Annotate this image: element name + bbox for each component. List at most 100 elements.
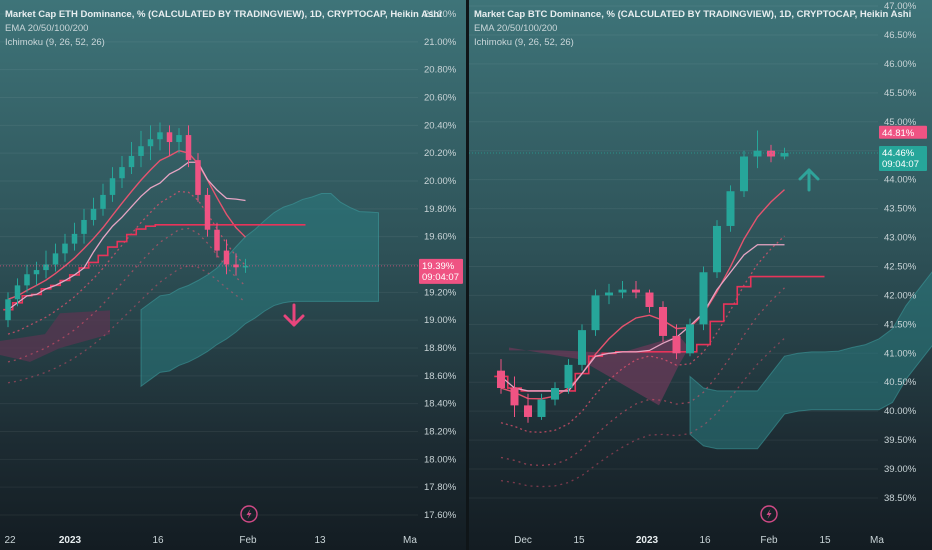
- price-axis-label: 17.80%: [424, 482, 457, 493]
- price-axis-label: 19.60%: [424, 232, 457, 243]
- price-axis-label: 20.80%: [424, 65, 457, 76]
- candle-body: [497, 370, 505, 389]
- time-axis-label: 16: [152, 535, 164, 546]
- gridlines: [469, 5, 878, 499]
- eth-dominance-chart[interactable]: 21.20% 21.00% 20.80% 20.60% 20.40% 20.20% 20.0…: [0, 0, 466, 550]
- candle: [62, 233, 68, 262]
- pane-divider[interactable]: [466, 0, 469, 550]
- candle-body: [185, 135, 192, 161]
- arrow-head: [798, 168, 820, 181]
- price-axis-label: 42.50%: [884, 261, 917, 272]
- btc-dominance-chart[interactable]: 47.00%46.50%46.00%45.50%45.00%44.50%44.0…: [469, 0, 932, 550]
- candle-body: [100, 194, 106, 209]
- price-axis-label: 47.00%: [884, 1, 917, 12]
- candle-body: [5, 299, 11, 321]
- price-axis-label: 43.00%: [884, 233, 917, 244]
- price-axis-label: 18.60%: [424, 371, 457, 382]
- candle: [591, 289, 600, 336]
- candle-body: [52, 253, 59, 265]
- arrow-down-icon: [283, 303, 305, 327]
- candle: [233, 253, 239, 276]
- price-axis-label: 40.50%: [884, 377, 917, 388]
- last-price-tag-bg: [419, 258, 463, 284]
- eth-chart-title: Market Cap ETH Dominance, % (CALCULATED …: [5, 9, 442, 20]
- price-axis-label: 39.00%: [884, 464, 917, 475]
- candle: [176, 128, 182, 154]
- ichimoku-cloud: [689, 271, 932, 450]
- candle-body: [726, 191, 735, 226]
- price-axis-label: 20.20%: [424, 148, 457, 159]
- candle-body: [166, 132, 173, 143]
- time-axis-label: 13: [314, 535, 326, 546]
- kijun-sen-line: [3, 224, 306, 311]
- candle: [195, 153, 201, 202]
- candle: [537, 393, 546, 420]
- eth-dominance-chart-pane[interactable]: 21.20% 21.00% 20.80% 20.60% 20.40% 20.20% 20.0…: [0, 0, 466, 550]
- arrow-up-icon: [798, 168, 820, 192]
- last-price-tag-value: 19.39%: [422, 261, 455, 272]
- candle: [166, 125, 173, 156]
- candle: [52, 243, 59, 272]
- candle-body: [578, 330, 586, 365]
- candle: [605, 283, 613, 305]
- price-axis-label: 19.80%: [424, 204, 457, 215]
- ema-100-line: [7, 227, 246, 363]
- high-price-tag-text: 44.81%: [882, 128, 915, 139]
- last-price-tag-countdown: 09:04:07: [422, 272, 459, 283]
- candle: [659, 301, 667, 342]
- lightning-icon[interactable]: [240, 505, 258, 523]
- candle: [71, 222, 78, 251]
- ema-100-line: [500, 287, 785, 467]
- btc-ichimoku-indicator-label[interactable]: Ichimoku (9, 26, 52, 26): [474, 37, 574, 48]
- eth-ichimoku-indicator-label[interactable]: Ichimoku (9, 26, 52, 26): [5, 37, 105, 48]
- candle-body: [119, 167, 125, 179]
- ema-20-line: [500, 189, 785, 400]
- last-price-tag-countdown: 09:04:07: [882, 159, 919, 170]
- candle-body: [740, 156, 748, 192]
- candle: [185, 125, 192, 168]
- lightning-icon-bolt: [766, 509, 772, 519]
- time-axis-label: 15: [573, 535, 585, 546]
- price-axis: 47.00%46.50%46.00%45.50%45.00%44.50%44.0…: [884, 1, 917, 504]
- price-axis-label: 18.00%: [424, 454, 457, 465]
- ichimoku-cloud-bearish: [509, 335, 689, 406]
- candle-body: [71, 233, 78, 244]
- candle-body: [686, 324, 694, 354]
- lightning-icon[interactable]: [760, 505, 778, 523]
- ichimoku-cloud-bearish: [0, 310, 110, 362]
- candle-body: [81, 219, 87, 234]
- candle: [726, 185, 735, 232]
- btc-chart-title: Market Cap BTC Dominance, % (CALCULATED …: [474, 9, 912, 20]
- btc-ema-indicator-label[interactable]: EMA 20/50/100/200: [474, 23, 558, 34]
- candle-body: [645, 292, 654, 307]
- last-price-tag: 44.46%09:04:07: [879, 146, 927, 172]
- candle: [767, 144, 775, 163]
- price-axis-label: 18.80%: [424, 343, 457, 354]
- price-axis-label: 19.00%: [424, 315, 457, 326]
- candle-body: [659, 306, 667, 336]
- candle-body: [157, 132, 163, 140]
- btc-dominance-chart-pane[interactable]: 47.00%46.50%46.00%45.50%45.00%44.50%44.0…: [469, 0, 932, 550]
- time-axis-label: Feb: [239, 535, 257, 546]
- candle-body: [524, 405, 532, 417]
- candles: [497, 130, 789, 423]
- lightning-icon-ring: [240, 505, 258, 523]
- time-axis-label: 2023: [59, 535, 82, 546]
- candle-body: [591, 295, 600, 331]
- candles: [5, 122, 249, 328]
- candle: [24, 264, 30, 293]
- lightning-icon-ring: [760, 505, 778, 523]
- time-axis-label: Ma: [870, 535, 884, 546]
- candle: [686, 318, 694, 357]
- candle: [699, 266, 708, 331]
- price-axis-label: 45.00%: [884, 117, 917, 128]
- candle-body: [780, 153, 789, 157]
- price-axis-label: 19.20%: [424, 287, 457, 298]
- candle: [753, 130, 762, 169]
- candle: [672, 324, 681, 360]
- eth-ema-indicator-label[interactable]: EMA 20/50/100/200: [5, 23, 89, 34]
- candle: [780, 147, 789, 160]
- candle: [551, 382, 559, 406]
- candle-body: [618, 289, 627, 293]
- price-axis-label: 41.00%: [884, 348, 917, 359]
